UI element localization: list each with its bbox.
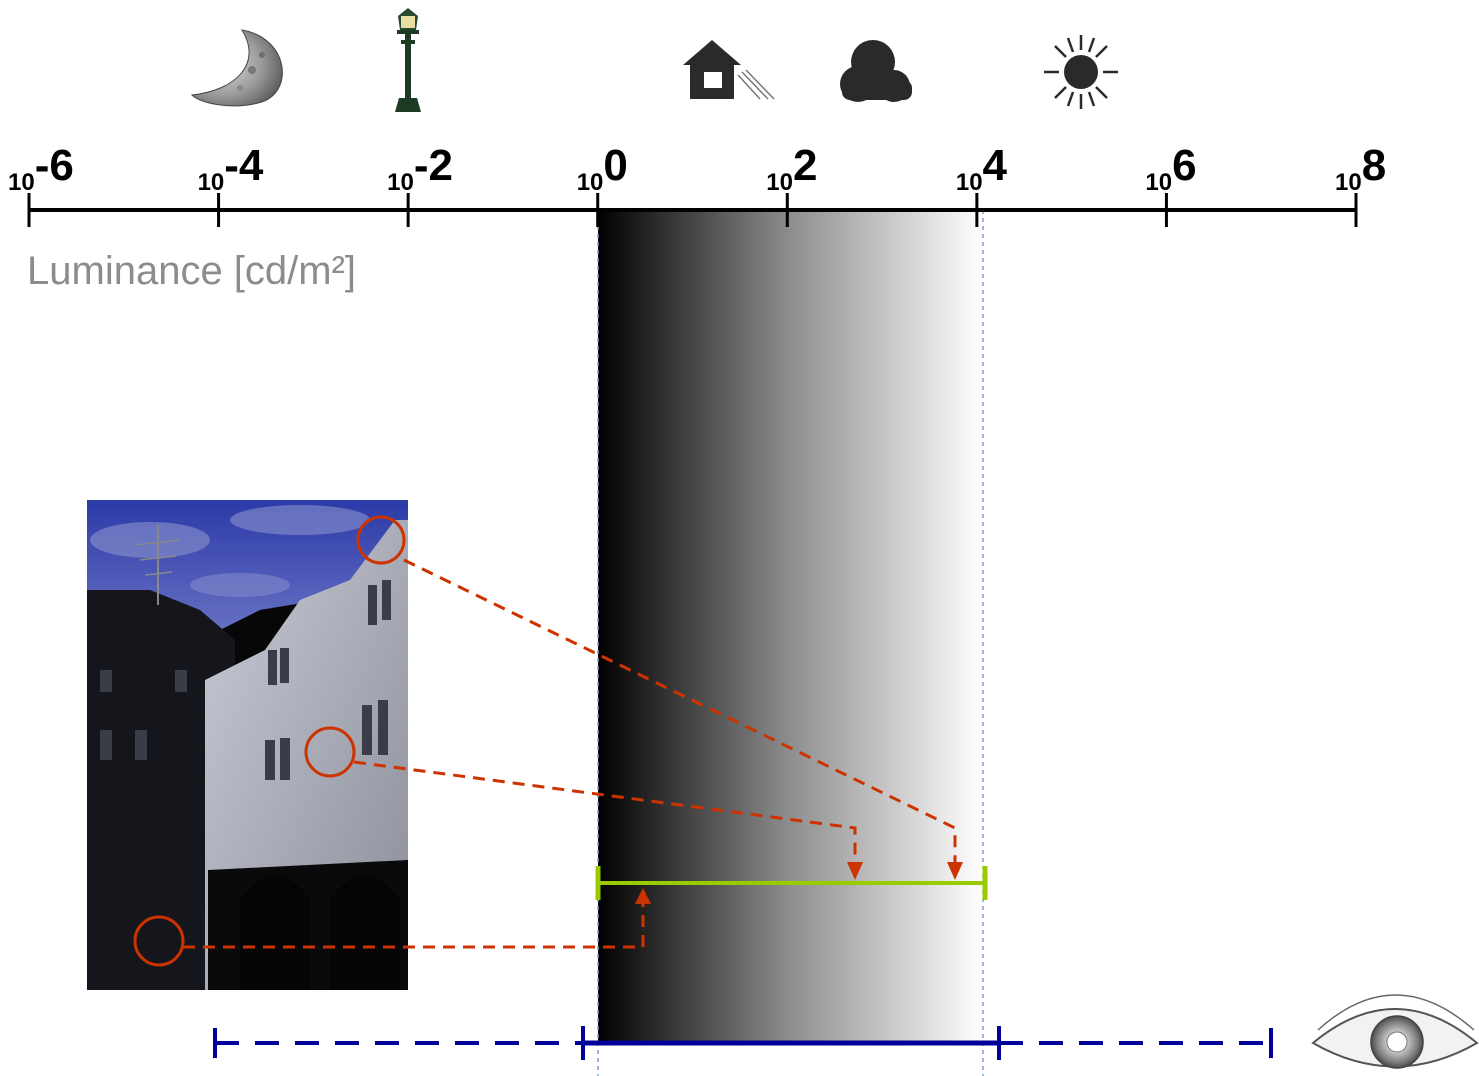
- cloud-icon: [840, 40, 912, 102]
- axis-tick-label: 10-2: [387, 141, 453, 196]
- tick-label-base: 10: [1335, 169, 1362, 196]
- street-lamp-icon: [395, 8, 421, 112]
- arrowhead-bright: [947, 862, 963, 880]
- tick-label-exponent: 6: [1172, 141, 1196, 190]
- eye-adaptation-range-bar: [213, 1026, 1273, 1060]
- tick-label-base: 10: [956, 169, 983, 196]
- tick-label-base: 10: [577, 169, 604, 196]
- eye-icon: [1311, 994, 1479, 1069]
- mapping-line-bright: [403, 558, 957, 866]
- axis-title: Luminance [cd/m²]: [27, 249, 356, 293]
- tick-label-exponent: 8: [1362, 141, 1386, 190]
- sample-circle-dark: [133, 915, 185, 967]
- arrowhead-dark: [635, 888, 651, 904]
- tick-label-base: 10: [1145, 169, 1172, 196]
- axis-tick-labels: 10-6 10-4 10-2 100 102 104 106 108: [8, 141, 1386, 196]
- axis-tick-label: 104: [956, 141, 1008, 196]
- tick-label-exponent: 4: [983, 141, 1008, 190]
- building-photo: [87, 500, 408, 990]
- axis-tick-label: 108: [1335, 141, 1386, 196]
- sun-icon: [1044, 35, 1118, 109]
- tick-label-exponent: 2: [793, 141, 817, 190]
- tick-label-base: 10: [8, 169, 35, 196]
- tick-label-exponent: -2: [414, 141, 453, 190]
- mapping-line-dark: [183, 902, 645, 949]
- tick-label-exponent: -6: [35, 141, 74, 190]
- axis-ticks: [27, 193, 1358, 227]
- moon-icon: [190, 29, 283, 107]
- indoor-house-icon: [683, 40, 775, 100]
- axis-tick-label: 100: [577, 141, 628, 196]
- axis-tick-label: 10-4: [198, 141, 264, 196]
- tick-label-exponent: 0: [603, 141, 627, 190]
- arrowhead-mid: [847, 862, 863, 880]
- display-range-bar: [595, 866, 988, 900]
- sample-circle-mid: [304, 726, 356, 778]
- axis-tick-label: 10-6: [8, 141, 74, 196]
- tick-label-base: 10: [766, 169, 793, 196]
- sample-circle-bright: [356, 515, 406, 565]
- tick-label-exponent: -4: [224, 141, 264, 190]
- tick-label-base: 10: [387, 169, 414, 196]
- axis-tick-label: 106: [1145, 141, 1196, 196]
- axis-tick-label: 102: [766, 141, 817, 196]
- mapping-line-mid: [353, 760, 857, 866]
- display-luminance-band: [598, 210, 983, 1042]
- tick-label-base: 10: [198, 169, 225, 196]
